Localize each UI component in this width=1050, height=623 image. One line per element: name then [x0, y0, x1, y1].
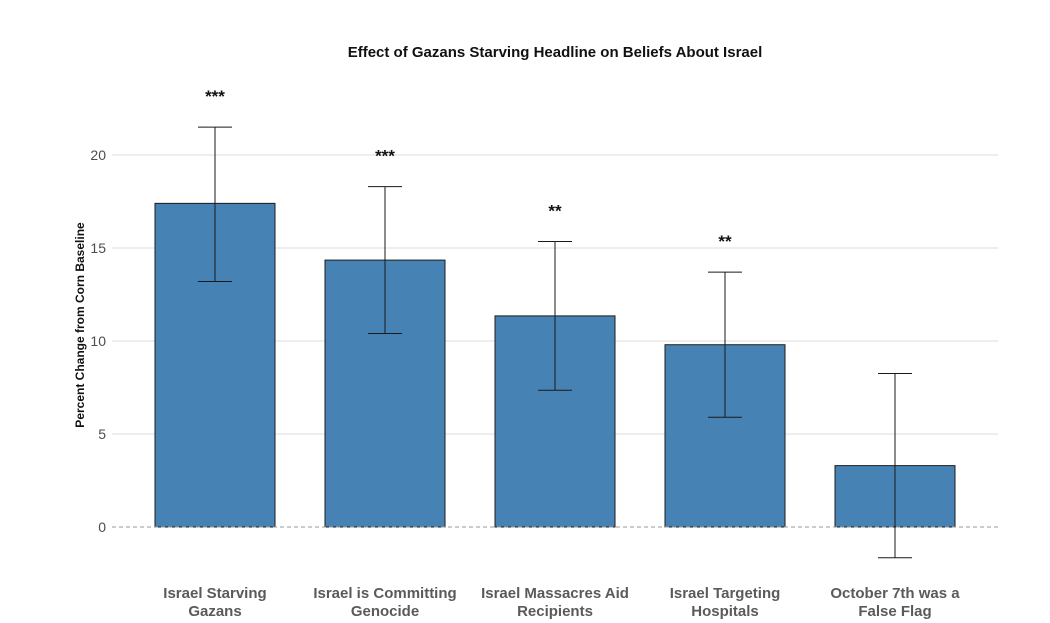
- error-bar: [198, 126, 232, 282]
- y-tick-label: 15: [90, 240, 106, 256]
- x-category-label: Israel Targeting Hospitals: [670, 585, 781, 620]
- x-category-label-line: Gazans: [188, 603, 241, 620]
- y-axis-label: Percent Change from Corn Baseline: [73, 222, 87, 428]
- y-axis-ticks: 0 5 10 15 20: [90, 147, 106, 535]
- x-category-label: October 7th was a False Flag: [830, 585, 960, 620]
- x-category-label: Israel Massacres Aid Recipients: [481, 585, 629, 620]
- chart-title: Effect of Gazans Starving Headline on Be…: [348, 44, 763, 61]
- x-category-label-line: Recipients: [517, 603, 593, 620]
- error-bar: [368, 186, 402, 335]
- significance-label: **: [548, 201, 562, 220]
- significance-label: ***: [205, 87, 225, 106]
- x-category-label: Israel is Committing Genocide: [313, 585, 456, 620]
- y-tick-label: 5: [98, 426, 106, 442]
- significance-label: **: [718, 232, 732, 251]
- x-category-label: Israel Starving Gazans: [163, 585, 266, 620]
- error-bars: [198, 126, 912, 559]
- x-category-label-line: Genocide: [351, 603, 419, 620]
- y-tick-label: 20: [90, 147, 106, 163]
- significance-label: ***: [375, 147, 395, 166]
- x-category-label-line: Israel Starving: [163, 585, 266, 602]
- significance-markers: **********: [205, 87, 732, 251]
- y-tick-label: 10: [90, 333, 106, 349]
- x-category-label-line: Israel is Committing: [313, 585, 456, 602]
- x-category-label-line: October 7th was a: [830, 585, 960, 602]
- x-category-label-line: Israel Targeting: [670, 585, 781, 602]
- error-bar: [708, 271, 742, 418]
- x-category-label-line: False Flag: [858, 603, 931, 620]
- error-bar: [878, 373, 912, 559]
- x-category-label-line: Israel Massacres Aid: [481, 585, 629, 602]
- x-axis-categories: Israel Starving Gazans Israel is Committin…: [163, 585, 960, 620]
- error-bar: [538, 240, 572, 391]
- x-category-label-line: Hospitals: [691, 603, 759, 620]
- y-tick-label: 0: [98, 519, 106, 535]
